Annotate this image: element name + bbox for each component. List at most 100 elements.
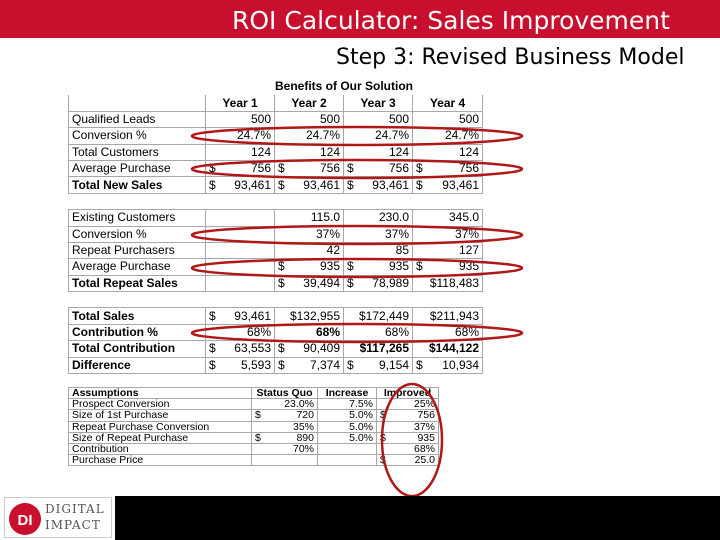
logo-text-line2: IMPACT (45, 518, 101, 532)
spacer-row (68, 192, 483, 211)
cell: 5.0% (317, 409, 377, 422)
cell: 500 (343, 110, 413, 129)
cell: $25.0 (376, 454, 439, 467)
cell: $93,461 (205, 176, 275, 194)
cell: $890 (251, 431, 318, 444)
cell (205, 209, 275, 227)
title-bar (0, 0, 720, 38)
row-label: Difference (68, 356, 206, 375)
cell: $93,461 (205, 307, 275, 325)
cell: $117,265 (343, 340, 413, 358)
currency-symbol: $ (278, 357, 285, 372)
row-label: Contribution % (68, 323, 206, 342)
year-header: Year 2 (274, 94, 344, 112)
cell: 7.5% (317, 398, 377, 411)
status-quo-header: Status Quo (251, 386, 318, 400)
cell: $211,943 (412, 307, 483, 325)
row-label: Repeat Purchasers (68, 241, 206, 260)
assumptions-header: Assumptions (68, 386, 252, 400)
cell: $93,461 (343, 176, 413, 194)
cell: 230.0 (343, 209, 413, 227)
cell: 68% (205, 323, 275, 342)
increase-header: Increase (317, 386, 377, 400)
currency-symbol: $ (416, 259, 423, 274)
currency-symbol: $ (209, 308, 216, 323)
currency-symbol: $ (278, 341, 285, 356)
currency-symbol: $ (209, 177, 216, 192)
cell: $720 (251, 409, 318, 422)
cell: 124 (412, 143, 483, 161)
cell: 37% (412, 225, 483, 243)
benefits-table-title: Benefits of Our Solution (275, 79, 413, 94)
currency-symbol: $ (255, 409, 261, 422)
table-row: Prospect Conversion 23.0% 7.5% 25% (68, 398, 439, 411)
table-row: Conversion % 37% 37% 37% (68, 225, 483, 243)
cell: 5.0% (317, 431, 377, 444)
currency-symbol: $ (347, 259, 354, 274)
cell: 25% (376, 398, 439, 411)
currency-symbol: $ (380, 409, 386, 422)
cell: $144,122 (412, 340, 483, 358)
cell: 24.7% (412, 127, 483, 145)
row-label: Average Purchase (68, 159, 206, 178)
cell: $10,934 (412, 356, 483, 375)
row-label: Contribution (68, 442, 252, 456)
cell: $132,955 (274, 307, 344, 325)
row-label: Conversion % (68, 225, 206, 243)
currency-symbol: $ (416, 177, 423, 192)
currency-symbol: $ (209, 357, 216, 372)
cell: $90,409 (274, 340, 344, 358)
currency-symbol: $ (278, 275, 285, 290)
currency-symbol: $ (255, 432, 261, 444)
cell: $7,374 (274, 356, 344, 375)
table-row: Qualified Leads 500 500 500 500 (68, 110, 483, 129)
table-row: Average Purchase $935 $935 $935 (68, 258, 483, 276)
row-label: Total Contribution (68, 340, 206, 358)
cell: $78,989 (343, 274, 413, 293)
cell: $935 (274, 258, 344, 276)
table-row: Size of Repeat Purchase $890 5.0% $935 (68, 431, 439, 444)
cell: $9,154 (343, 356, 413, 375)
cell: $935 (376, 431, 439, 444)
row-label: Size of 1st Purchase (68, 409, 252, 422)
table-row: Existing Customers 115.0 230.0 345.0 (68, 209, 483, 227)
row-label: Repeat Purchase Conversion (68, 420, 252, 433)
year-header: Year 3 (343, 94, 413, 112)
assumptions-table: Assumptions Status Quo Increase Improved… (68, 386, 439, 467)
cell: $756 (343, 159, 413, 178)
logo-text-line1: DIGITAL (45, 502, 105, 516)
currency-symbol: $ (347, 161, 354, 176)
cell: 35% (251, 420, 318, 433)
table-row: Repeat Purchase Conversion 35% 5.0% 37% (68, 420, 439, 433)
cell: $5,593 (205, 356, 275, 375)
currency-symbol: $ (347, 357, 354, 372)
currency-symbol: $ (278, 177, 285, 192)
cell: $172,449 (343, 307, 413, 325)
table-row: Contribution % 68% 68% 68% 68% (68, 323, 483, 342)
year-header-row: Year 1 Year 2 Year 3 Year 4 (68, 94, 483, 112)
cell: 68% (274, 323, 344, 342)
cell: 23.0% (251, 398, 318, 411)
year-header: Year 4 (412, 94, 483, 112)
page-title: ROI Calculator: Sales Improvement (232, 6, 670, 35)
cell: $935 (343, 258, 413, 276)
table-row: Total Contribution $63,553 $90,409 $117,… (68, 340, 483, 358)
row-label: Total Repeat Sales (68, 274, 206, 293)
cell (205, 258, 275, 276)
table-row: Average Purchase $756 $756 $756 $756 (68, 159, 483, 178)
currency-symbol: $ (209, 341, 216, 356)
cell: $935 (412, 258, 483, 276)
cell: 124 (274, 143, 344, 161)
row-label: Existing Customers (68, 209, 206, 227)
row-label: Size of Repeat Purchase (68, 431, 252, 444)
cell: $756 (205, 159, 275, 178)
cell (317, 454, 377, 467)
table-row: Contribution 70% 68% (68, 442, 439, 456)
page-subtitle: Step 3: Revised Business Model (336, 45, 685, 70)
cell: 37% (376, 420, 439, 433)
currency-symbol: $ (380, 454, 386, 466)
cell: 37% (343, 225, 413, 243)
cell: 115.0 (274, 209, 344, 227)
cell: 70% (251, 442, 318, 456)
cell: $93,461 (274, 176, 344, 194)
